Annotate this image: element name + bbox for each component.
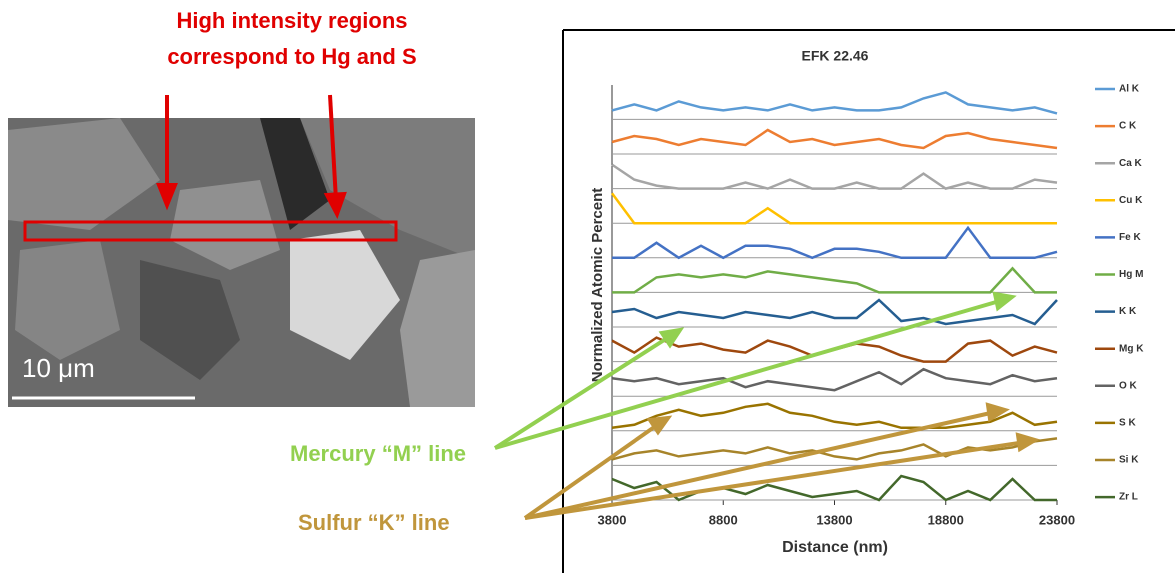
x-tick-label: 13800	[816, 512, 852, 527]
legend-label: Al K	[1119, 84, 1140, 95]
x-tick-label: 3800	[598, 512, 627, 527]
annotation: Sulfur “K” line	[298, 510, 450, 535]
tan-arrows	[523, 402, 1040, 520]
x-tick-label: 23800	[1039, 512, 1075, 527]
legend-label: Hg M	[1119, 269, 1143, 280]
scale-bar-label: 10 μm	[22, 353, 95, 383]
legend-label: Fe K	[1119, 232, 1141, 243]
legend-label: Ca K	[1119, 158, 1143, 169]
series-line	[610, 192, 1057, 225]
scan-box	[23, 220, 398, 242]
legend-label: C K	[1119, 121, 1137, 132]
legend-label: Zr L	[1119, 492, 1138, 503]
red-arrows	[156, 94, 347, 219]
chart-title: EFK 22.46	[802, 48, 869, 64]
series-line	[611, 163, 1058, 190]
sem-image	[8, 118, 475, 407]
green-arrows	[493, 291, 1017, 450]
series-line	[611, 474, 1057, 502]
legend-label: O K	[1119, 380, 1138, 391]
x-tick-label: 18800	[928, 512, 964, 527]
series-line	[611, 91, 1058, 115]
legend-label: S K	[1119, 418, 1136, 429]
x-axis-label: Distance (nm)	[782, 539, 888, 556]
series-line	[611, 298, 1058, 326]
series-line	[611, 367, 1058, 392]
annotation: Mercury “M” line	[290, 441, 466, 466]
y-axis-label: Normalized Atomic Percent	[589, 188, 606, 383]
series-line	[612, 266, 1057, 294]
legend-label: Mg K	[1119, 343, 1144, 354]
legend-label: K K	[1119, 306, 1137, 317]
series-line	[611, 128, 1058, 150]
legend-label: Cu K	[1119, 195, 1143, 206]
legend-label: Si K	[1119, 455, 1139, 466]
annotation: correspond to Hg and S	[167, 44, 416, 69]
plot: 3800 8800 13800 18800 23800 Al K C K Ca K Cu K Fe…	[598, 84, 1145, 528]
x-tick-label: 8800	[709, 512, 738, 527]
series-line	[612, 225, 1058, 260]
series-line	[611, 402, 1058, 430]
annotation: High intensity regions	[176, 8, 407, 33]
